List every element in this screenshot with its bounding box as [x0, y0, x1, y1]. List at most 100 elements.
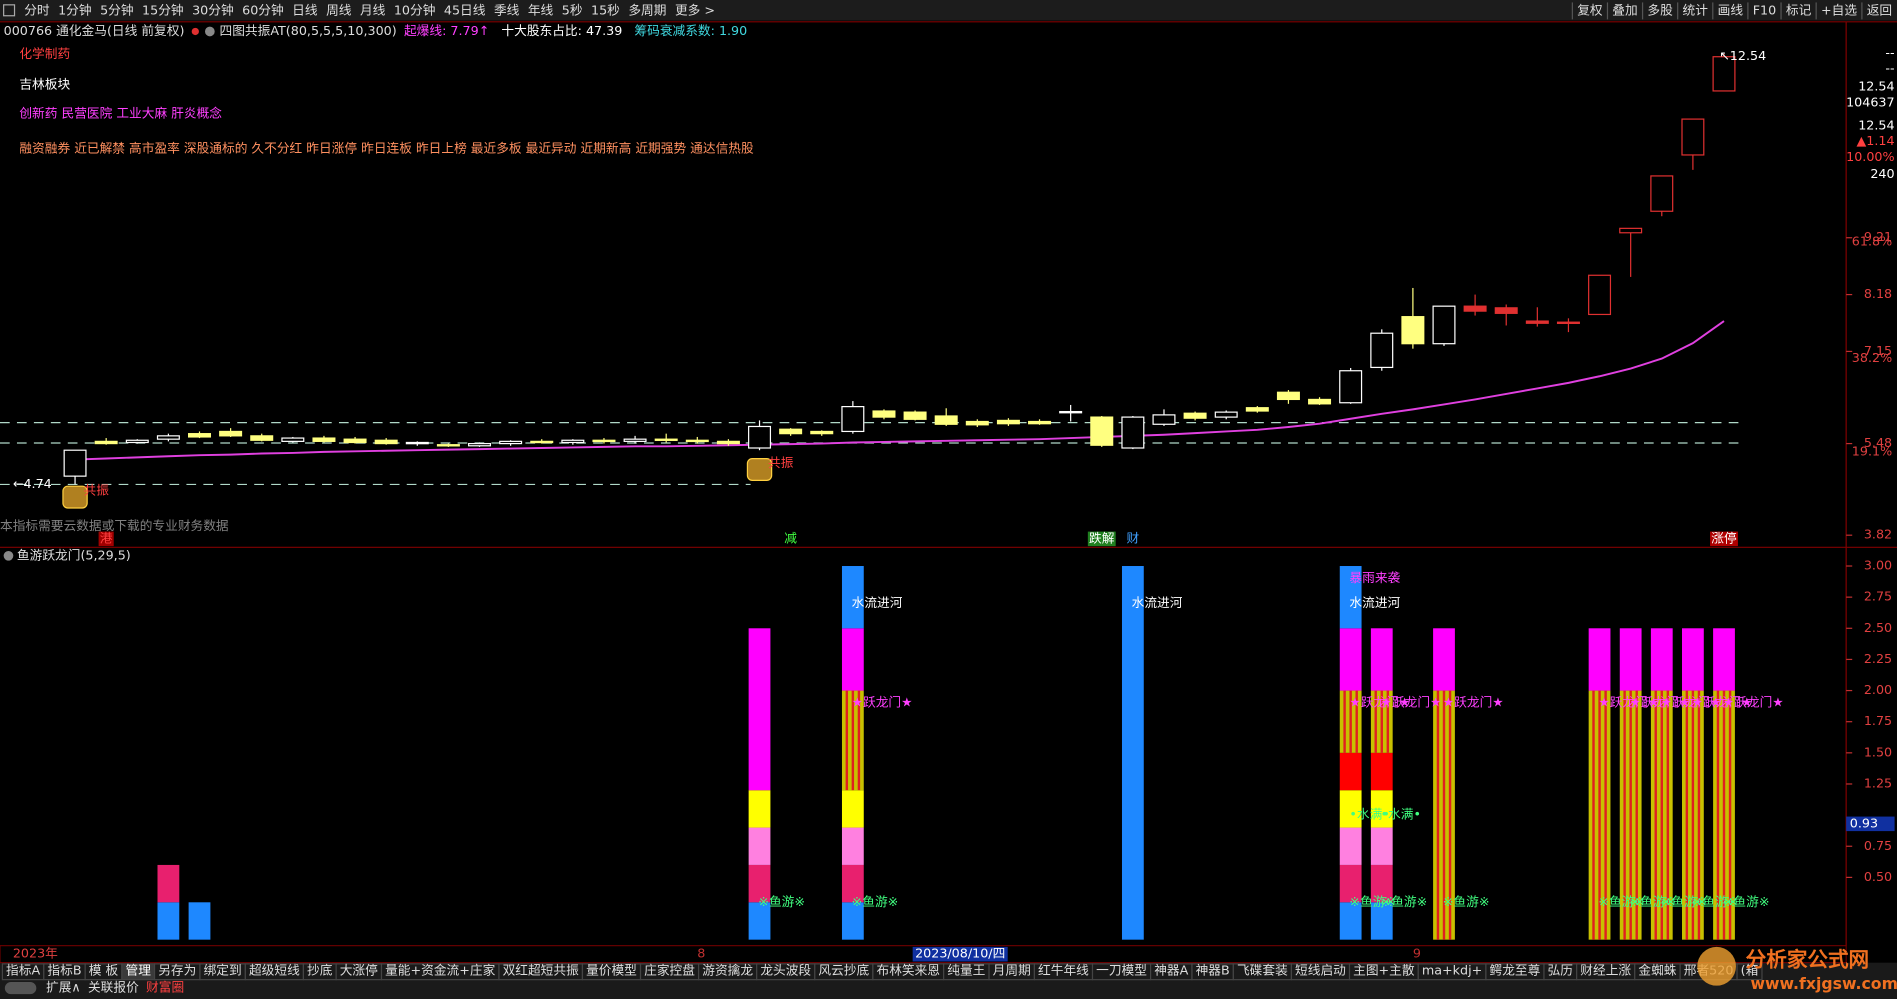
candle-body — [872, 410, 896, 418]
event-bg — [1087, 531, 1116, 547]
candle-body — [499, 440, 523, 445]
y-tick-label: 5.48 — [1864, 435, 1892, 450]
y-tick-label: 1.75 — [1864, 713, 1892, 728]
period-button[interactable]: 1分钟 — [58, 2, 91, 17]
tool-button[interactable]: 复权 — [1577, 2, 1603, 17]
period-button[interactable]: 10分钟 — [394, 2, 436, 17]
tool-button[interactable]: 多股 — [1647, 2, 1673, 17]
candle-body — [219, 430, 243, 437]
indicator-tab[interactable]: 布林笑来恩 — [876, 963, 940, 978]
concept-line: 融资融券 近已解禁 高市盈率 深股通标的 久不分红 昨日涨停 昨日连板 昨日上榜… — [19, 140, 754, 155]
date-highlight — [912, 946, 1008, 962]
indicator-tab[interactable]: 另存为 — [158, 963, 196, 978]
tool-button[interactable]: 叠加 — [1612, 2, 1637, 17]
indicator-tab[interactable]: 红牛年线 — [1038, 963, 1089, 978]
period-button[interactable]: 5秒 — [562, 2, 583, 17]
indicator-tab[interactable]: (箱 — [1741, 963, 1759, 978]
indicator-tab[interactable]: 龙头波段 — [760, 963, 811, 978]
candle-body — [405, 441, 429, 445]
info-item: 起爆线: 7.79↑ — [404, 23, 489, 38]
period-button[interactable]: 60分钟 — [242, 2, 284, 17]
indicator-tab[interactable]: 大涨停 — [340, 963, 378, 978]
indicator-tab[interactable]: 管理 — [126, 963, 152, 978]
panel-icon[interactable] — [3, 550, 14, 561]
extra-tab[interactable]: 扩展∧ — [46, 980, 81, 995]
indicator-tab[interactable]: 鳄龙至尊 — [1490, 963, 1541, 978]
candle-body — [1370, 332, 1394, 369]
candle-body — [281, 437, 305, 442]
indicator-tab[interactable]: 庄家控盘 — [644, 963, 695, 978]
candle-body — [374, 439, 398, 445]
quote-value: -- — [1885, 61, 1894, 76]
indicator-tab[interactable]: 纯量王 — [947, 963, 985, 978]
menu-icon[interactable] — [3, 4, 16, 17]
date-label: 8 — [697, 946, 705, 961]
period-button[interactable]: 季线 — [494, 2, 520, 17]
candle-body — [1245, 407, 1269, 412]
indicator-tab[interactable]: 双红超短共振 — [503, 963, 580, 978]
indicator-tab[interactable]: 抄底 — [307, 963, 333, 978]
indicator-tab[interactable]: 飞碟套装 — [1237, 963, 1288, 978]
candle-body — [1650, 175, 1674, 212]
tool-button[interactable]: F10 — [1753, 2, 1776, 17]
indicator-tab[interactable]: 指标A — [6, 963, 40, 978]
period-button[interactable]: 多周期 — [628, 2, 666, 17]
extra-tab[interactable]: 关联报价 — [88, 980, 139, 995]
tool-button[interactable]: +自选 — [1821, 2, 1857, 17]
indicator-tab[interactable]: 弘历 — [1548, 963, 1574, 978]
close-icon[interactable] — [191, 27, 199, 36]
indicator-tab[interactable]: 神器B — [1196, 963, 1230, 978]
toggle[interactable] — [4, 982, 37, 995]
indicator-segment — [1339, 752, 1362, 791]
indicator-tab[interactable]: 短线启动 — [1295, 963, 1346, 978]
indicator-tab[interactable]: 金蜘蛛 — [1638, 963, 1676, 978]
period-button[interactable]: 月线 — [360, 2, 386, 17]
indicator-tab[interactable]: 神器A — [1154, 963, 1188, 978]
indicator-segment — [841, 566, 864, 629]
period-button[interactable]: 更多 > — [675, 2, 715, 17]
segment-stripe — [1604, 690, 1607, 940]
y-tick-label: 2.25 — [1864, 651, 1892, 666]
candle-body — [1401, 316, 1425, 345]
indicator-tab[interactable]: 超级短线 — [249, 963, 300, 978]
close-icon[interactable] — [205, 26, 215, 37]
indicator-tab[interactable]: 一刀模型 — [1096, 963, 1147, 978]
indicator-tab[interactable]: 绑定到 — [204, 963, 242, 978]
segment-stripe — [1623, 690, 1626, 940]
info-item: 筹码衰减系数: 1.90 — [634, 23, 747, 38]
period-button[interactable]: 日线 — [292, 2, 318, 17]
signal-label: ★跃龙门★ — [852, 695, 913, 710]
candle-body — [716, 440, 740, 445]
extra-tab[interactable]: 财富圈 — [146, 980, 184, 995]
indicator-segment — [188, 902, 211, 940]
indicator-segment — [748, 864, 771, 903]
candle-body — [1588, 274, 1612, 316]
indicator-tab[interactable]: 风云抄底 — [818, 963, 869, 978]
indicator-tab[interactable]: 量价模型 — [586, 963, 637, 978]
indicator-tab[interactable]: 财经上涨 — [1580, 963, 1631, 978]
fib-label: 61.8% — [1852, 234, 1892, 249]
indicator-segment — [1370, 864, 1393, 903]
indicator-tab[interactable]: 模 板 — [89, 963, 119, 978]
indicator-tab[interactable]: 月周期 — [993, 963, 1031, 978]
indicator-tab[interactable]: 主图+主散 — [1353, 963, 1415, 978]
tool-button[interactable]: 统计 — [1683, 2, 1709, 17]
candle-body — [1463, 305, 1487, 312]
tool-button[interactable]: 返回 — [1867, 2, 1892, 17]
period-button[interactable]: 周线 — [326, 2, 352, 17]
period-button[interactable]: 年线 — [528, 2, 554, 17]
tool-button[interactable]: 标记 — [1786, 2, 1812, 17]
tool-button[interactable]: 画线 — [1718, 2, 1744, 17]
period-button[interactable]: 5分钟 — [100, 2, 133, 17]
period-button[interactable]: 30分钟 — [192, 2, 234, 17]
indicator-tab[interactable]: 指标B — [47, 963, 81, 978]
panel-title: 鱼游跃龙门(5,29,5) — [17, 547, 131, 562]
candle-body — [1712, 56, 1736, 92]
period-button[interactable]: 15秒 — [591, 2, 620, 17]
indicator-tab[interactable]: ma+kdj+ — [1422, 963, 1482, 978]
indicator-tab[interactable]: 游资擒龙 — [702, 963, 753, 978]
period-button[interactable]: 45日线 — [444, 2, 486, 17]
period-button[interactable]: 15分钟 — [142, 2, 184, 17]
indicator-tab[interactable]: 量能+资金流+庄家 — [385, 963, 495, 978]
period-button[interactable]: 分时 — [24, 2, 50, 17]
